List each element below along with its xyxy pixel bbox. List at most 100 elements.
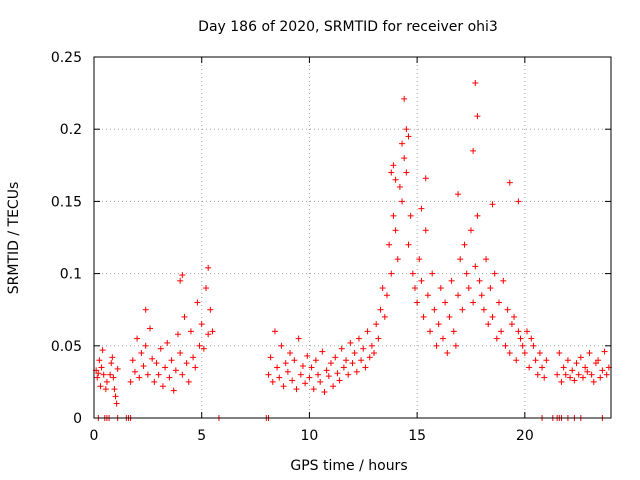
data-point: [541, 374, 548, 381]
data-point: [284, 368, 291, 375]
data-point: [603, 371, 610, 378]
data-point: [435, 321, 442, 328]
data-point: [168, 357, 175, 364]
data-point: [381, 313, 388, 320]
data-point: [515, 198, 522, 205]
data-point: [433, 342, 440, 349]
data-point: [289, 377, 296, 384]
data-point: [375, 335, 382, 342]
data-point: [461, 241, 468, 248]
data-point: [103, 378, 110, 385]
data-point: [166, 374, 173, 381]
data-point: [429, 270, 436, 277]
data-point: [112, 393, 119, 400]
data-point: [349, 360, 356, 367]
y-tick-label: 0.05: [51, 339, 82, 355]
data-point: [405, 133, 412, 140]
data-point: [431, 306, 438, 313]
data-point: [371, 350, 378, 357]
data-point: [157, 345, 164, 352]
data-point: [293, 386, 300, 393]
y-tick-label: 0.25: [51, 50, 82, 66]
data-point: [321, 389, 328, 396]
data-point: [159, 383, 166, 390]
data-point: [319, 348, 326, 355]
data-point: [485, 321, 492, 328]
data-point: [502, 342, 509, 349]
data-point: [457, 256, 464, 263]
data-point: [403, 169, 410, 176]
data-point: [418, 277, 425, 284]
data-point: [162, 364, 169, 371]
data-point: [282, 360, 289, 367]
data-point: [340, 364, 347, 371]
data-point: [377, 306, 384, 313]
data-point: [396, 183, 403, 190]
data-point: [500, 277, 507, 284]
data-point: [205, 264, 212, 271]
data-point: [111, 386, 118, 393]
data-point: [467, 227, 474, 234]
data-point: [392, 227, 399, 234]
data-point: [353, 368, 360, 375]
data-point: [355, 335, 362, 342]
data-point: [198, 321, 205, 328]
data-point: [332, 354, 339, 361]
data-point: [452, 342, 459, 349]
data-point: [489, 201, 496, 208]
data-point: [149, 355, 156, 362]
data-point: [588, 371, 595, 378]
data-point: [200, 345, 207, 352]
data-point: [194, 299, 201, 306]
data-point: [558, 378, 565, 385]
data-point: [388, 270, 395, 277]
data-point: [336, 377, 343, 384]
data-point: [304, 352, 311, 359]
data-point: [511, 313, 518, 320]
data-point: [134, 335, 141, 342]
data-point: [444, 350, 451, 357]
data-point: [575, 371, 582, 378]
data-point: [207, 306, 214, 313]
data-point: [536, 350, 543, 357]
data-point: [205, 331, 212, 338]
data-point: [483, 256, 490, 263]
data-point: [418, 205, 425, 212]
data-point: [519, 342, 526, 349]
data-point: [109, 354, 116, 361]
data-point: [347, 339, 354, 346]
y-tick-label: 0.1: [60, 267, 82, 283]
data-point: [504, 306, 511, 313]
data-point: [407, 212, 414, 219]
data-point: [153, 360, 160, 367]
data-point: [287, 350, 294, 357]
data-point: [472, 263, 479, 270]
data-point: [187, 328, 194, 335]
x-tick-label: 5: [197, 428, 206, 444]
data-point: [506, 350, 513, 357]
data-point: [299, 363, 306, 370]
data-point: [267, 354, 274, 361]
data-point: [269, 378, 276, 385]
data-point: [597, 374, 604, 381]
data-point: [455, 191, 462, 198]
data-point: [498, 328, 505, 335]
data-point: [110, 374, 117, 381]
data-point: [297, 371, 304, 378]
data-point: [517, 335, 524, 342]
data-point: [96, 357, 103, 364]
data-point: [170, 387, 177, 394]
data-point: [155, 371, 162, 378]
data-point: [334, 370, 341, 377]
data-point: [437, 285, 444, 292]
data-point: [401, 155, 408, 162]
y-tick-label: 0.15: [51, 194, 82, 210]
data-point: [416, 256, 423, 263]
data-point: [478, 292, 485, 299]
data-point: [276, 374, 283, 381]
data-point: [127, 378, 134, 385]
x-tick-label: 15: [408, 428, 426, 444]
data-point: [386, 241, 393, 248]
